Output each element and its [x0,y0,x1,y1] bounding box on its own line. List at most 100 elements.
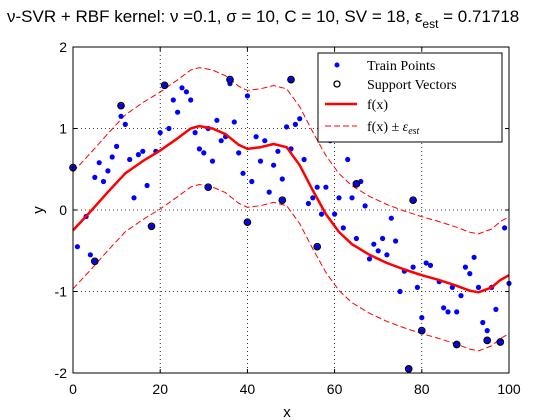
support-vector-point [147,222,156,231]
train-point [336,195,342,201]
train-point [166,125,172,132]
train-point [140,148,146,154]
train-point [318,211,325,217]
support-vector-point [496,338,505,346]
train-point [345,156,351,163]
train-point [301,156,307,163]
train-point [410,264,416,270]
y-tick-label: 0 [59,202,67,218]
support-vector-fill [410,197,416,203]
legend: Train Points Support Vectors f(x) f(x) ±… [317,52,503,143]
train-point [271,162,277,168]
chart-title-main: ν-SVR + RBF kernel: ν =0.1, σ = 10, C = … [7,7,423,26]
train-point [175,109,181,115]
train-point [380,235,386,242]
legend-label-band-eps: ε [403,120,409,135]
train-point [105,168,111,174]
train-point [353,235,359,242]
support-vector-point [90,257,99,266]
train-point [393,238,399,244]
train-point [266,189,272,195]
train-point [292,121,298,127]
train-point [314,184,320,190]
train-point [109,154,115,160]
support-vector-point [204,183,213,192]
train-point [262,138,268,144]
train-point [114,143,120,149]
train-point [441,305,447,311]
train-point [332,211,338,217]
support-vectors [69,75,505,373]
train-points [74,81,512,334]
train-point [502,225,508,231]
train-point [462,264,468,270]
train-point [458,293,464,299]
support-vector-fill [162,82,168,88]
legend-label-support: Support Vectors [367,78,457,93]
support-vector-fill [227,77,233,83]
train-point [87,252,93,258]
x-axis-label: x [283,404,291,420]
train-point [249,178,255,185]
train-point [183,89,189,95]
x-tick-label: 20 [152,381,168,397]
support-vector-fill [454,341,460,348]
fx-curve [72,124,510,294]
train-point [214,117,220,123]
train-point [100,178,107,185]
x-tick-label: 0 [69,381,77,397]
support-vector-point [160,81,169,90]
train-point [275,148,281,154]
train-point [284,124,290,130]
train-point [467,271,473,277]
chart-title-subscript: est [422,17,439,31]
support-vector-point [287,75,295,84]
train-point [201,150,207,156]
support-vector-fill [118,103,124,109]
train-point [423,260,429,266]
train-point [122,121,128,127]
train-point [493,306,499,312]
train-point [92,174,98,180]
train-point [209,158,216,164]
support-vector-point [278,196,287,205]
train-point [471,254,477,260]
train-point [375,248,381,254]
support-vector-fill [353,181,359,187]
train-point [371,241,377,247]
train-point [480,319,486,326]
y-axis-label: y [30,206,47,214]
legend-label-fx: f(x) [367,98,388,113]
train-point [74,244,80,250]
train-point [131,195,137,201]
y-tick-label: 1 [59,121,67,137]
legend-label-band: f(x) ± εest [367,120,420,137]
train-point [388,215,394,221]
train-point [192,130,198,136]
support-vector-point [483,336,492,345]
train-point [419,315,425,321]
legend-box [317,52,503,143]
support-vector-fill [279,197,285,203]
train-point [279,176,285,182]
train-point [135,152,141,158]
train-point [188,97,194,103]
support-vector-point [313,242,322,251]
support-vector-fill [148,223,155,229]
support-vector-fill [406,366,412,372]
chart-title-tail: = 0.71718 [438,7,519,26]
legend-marker-support [333,80,341,88]
train-point [362,203,368,209]
support-vector-point [243,218,252,227]
support-vector-point [409,196,417,205]
x-tick-label: 100 [497,381,521,397]
support-vector-fill [497,339,503,345]
train-point [349,195,355,201]
train-point [218,138,224,144]
train-point [196,146,202,152]
chart-title: ν-SVR + RBF kernel: ν =0.1, σ = 10, C = … [7,7,519,31]
support-vector-fill [244,219,250,225]
train-point [231,119,237,125]
train-point [96,160,102,166]
